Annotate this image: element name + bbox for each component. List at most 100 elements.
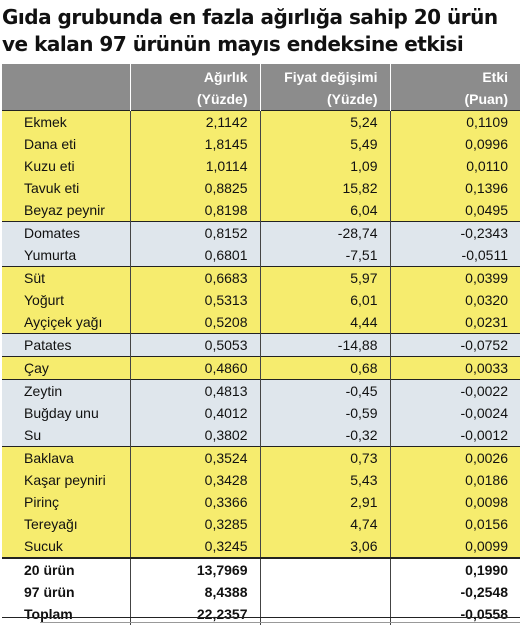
product-name: Yoğurt [2, 289, 130, 311]
product-name: Su [2, 424, 130, 447]
effect-value: 0,0495 [389, 199, 520, 222]
price-change-value: 6,01 [259, 289, 390, 311]
price-change-value: -28,74 [259, 221, 390, 244]
title-block: Gıda grubunda en fazla ağırlığa sahip 20… [2, 4, 522, 58]
weight-value: 0,3245 [129, 535, 260, 558]
data-table: Ağırlık Fiyat değişimi Etki (Yüzde) (Yüz… [2, 64, 520, 625]
product-name: Zeytin [2, 379, 130, 402]
product-name: Buğday unu [2, 402, 130, 424]
title-line-2: ve kalan 97 ürünün mayıs endeksine etkis… [2, 32, 464, 56]
price-change-value [259, 557, 390, 581]
weight-value: 0,5208 [129, 311, 260, 334]
weight-value: 0,3428 [129, 469, 260, 491]
product-name: Pirinç [2, 491, 130, 513]
effect-value: -0,0024 [389, 402, 520, 424]
header-effect: Etki [389, 64, 520, 88]
price-change-value: 0,68 [259, 356, 390, 380]
header-empty-2 [2, 88, 130, 111]
product-name: Kuzu eti [2, 155, 130, 177]
weight-value: 0,6683 [129, 266, 260, 289]
effect-value: 0,1109 [389, 110, 520, 133]
price-change-value: 0,73 [259, 446, 390, 469]
effect-value: 0,0099 [389, 535, 520, 558]
table-row: Domates 0,8152 -28,74 -0,2343 [2, 221, 520, 244]
effect-value: -0,0752 [389, 333, 520, 357]
weight-value: 1,0114 [129, 155, 260, 177]
table-body: Ekmek 2,1142 5,24 0,1109 Dana eti 1,8145 5,49 0… [2, 110, 520, 625]
effect-value: -0,2343 [389, 221, 520, 244]
table-row: Süt 0,6683 5,97 0,0399 [2, 266, 520, 289]
table-row: Ayçiçek yağı 0,5208 4,44 0,0231 [2, 311, 520, 334]
price-change-value: 5,97 [259, 266, 390, 289]
effect-value: -0,0022 [389, 379, 520, 402]
table-row: Tavuk eti 0,8825 15,82 0,1396 [2, 177, 520, 199]
effect-value: 0,1990 [389, 557, 520, 581]
table-header: Ağırlık Fiyat değişimi Etki (Yüzde) (Yüz… [2, 64, 520, 111]
weight-value: 0,8825 [129, 177, 260, 199]
product-name: Çay [2, 356, 130, 380]
header-weight-unit: (Yüzde) [129, 88, 260, 111]
weight-value: 8,4388 [129, 581, 260, 603]
effect-value: 0,0026 [389, 446, 520, 469]
price-change-value: 5,24 [259, 110, 390, 133]
table-row: Yoğurt 0,5313 6,01 0,0320 [2, 289, 520, 311]
effect-value: 0,0186 [389, 469, 520, 491]
weight-value: 0,8152 [129, 221, 260, 244]
weight-value: 0,3366 [129, 491, 260, 513]
weight-value: 0,3802 [129, 424, 260, 447]
price-change-value: -0,59 [259, 402, 390, 424]
total-row: 20 ürün 13,7969 0,1990 [2, 557, 520, 581]
product-name: Kaşar peyniri [2, 469, 130, 491]
weight-value: 22,2357 [129, 603, 260, 625]
total-row: 97 ürün 8,4388 -0,2548 [2, 581, 520, 603]
table-row: Yumurta 0,6801 -7,51 -0,0511 [2, 244, 520, 267]
effect-value: 0,0320 [389, 289, 520, 311]
effect-value: 0,0110 [389, 155, 520, 177]
header-weight: Ağırlık [129, 64, 260, 88]
price-change-value: -7,51 [259, 244, 390, 267]
product-name: Yumurta [2, 244, 130, 267]
effect-value: 0,0033 [389, 356, 520, 380]
product-name: Süt [2, 266, 130, 289]
weight-value: 0,5053 [129, 333, 260, 357]
product-name: Domates [2, 221, 130, 244]
header-empty [2, 64, 130, 88]
header-change-unit: (Yüzde) [259, 88, 390, 111]
price-change-value: 5,43 [259, 469, 390, 491]
effect-value: 0,0098 [389, 491, 520, 513]
weight-value: 0,3285 [129, 513, 260, 535]
product-name: Baklava [2, 446, 130, 469]
table-row: Zeytin 0,4813 -0,45 -0,0022 [2, 379, 520, 402]
table-row: Dana eti 1,8145 5,49 0,0996 [2, 133, 520, 155]
weight-value: 0,5313 [129, 289, 260, 311]
table-row: Tereyağı 0,3285 4,74 0,0156 [2, 513, 520, 535]
price-change-value: 1,09 [259, 155, 390, 177]
table-row: Baklava 0,3524 0,73 0,0026 [2, 446, 520, 469]
table-row: Su 0,3802 -0,32 -0,0012 [2, 424, 520, 447]
price-change-value: 5,49 [259, 133, 390, 155]
total-row: Toplam 22,2357 -0,0558 [2, 603, 520, 625]
table-row: Kaşar peyniri 0,3428 5,43 0,0186 [2, 469, 520, 491]
table-row: Patates 0,5053 -14,88 -0,0752 [2, 333, 520, 357]
weight-value: 0,3524 [129, 446, 260, 469]
table-row: Buğday unu 0,4012 -0,59 -0,0024 [2, 402, 520, 424]
table-row: Kuzu eti 1,0114 1,09 0,0110 [2, 155, 520, 177]
product-name: Tereyağı [2, 513, 130, 535]
weight-value: 13,7969 [129, 557, 260, 581]
bottom-mark [40, 622, 520, 623]
price-change-value [259, 581, 390, 603]
weight-value: 0,4860 [129, 356, 260, 380]
product-name: Toplam [2, 603, 130, 625]
price-change-value [259, 603, 390, 625]
weight-value: 0,4813 [129, 379, 260, 402]
title-line-1: Gıda grubunda en fazla ağırlığa sahip 20… [2, 5, 498, 29]
weight-value: 2,1142 [129, 110, 260, 133]
header-effect-unit: (Puan) [389, 88, 520, 111]
effect-value: 0,0156 [389, 513, 520, 535]
weight-value: 1,8145 [129, 133, 260, 155]
product-name: 97 ürün [2, 581, 130, 603]
price-change-value: 4,74 [259, 513, 390, 535]
effect-value: -0,0012 [389, 424, 520, 447]
table-row: Pirinç 0,3366 2,91 0,0098 [2, 491, 520, 513]
price-change-value: 4,44 [259, 311, 390, 334]
